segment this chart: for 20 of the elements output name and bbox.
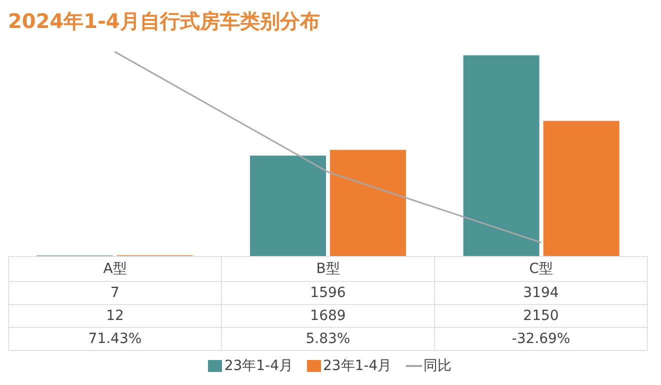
bar: [250, 156, 326, 256]
legend-label: 23年1-4月: [224, 357, 293, 375]
data-label: 12: [8, 304, 222, 328]
x-tick-label: B型: [222, 256, 434, 282]
data-label: 3194: [434, 282, 648, 304]
x-tick-label: C型: [434, 256, 648, 282]
chart-title: 2024年1-4月自行式房车类别分布: [8, 8, 321, 35]
data-label: 1689: [222, 304, 434, 328]
data-label: 2150: [434, 304, 648, 328]
bar: [463, 55, 540, 256]
bar: [543, 120, 620, 256]
x-tick-label: A型: [8, 256, 222, 282]
data-label: 7: [8, 282, 222, 304]
data-label: 1596: [222, 282, 434, 304]
data-label: 5.83%: [222, 328, 434, 350]
data-label: 71.43%: [8, 328, 222, 350]
bar: [330, 150, 406, 256]
data-label: -32.69%: [434, 328, 648, 350]
legend-label: 同比: [424, 357, 452, 375]
legend-label: 23年1-4月: [323, 357, 392, 375]
